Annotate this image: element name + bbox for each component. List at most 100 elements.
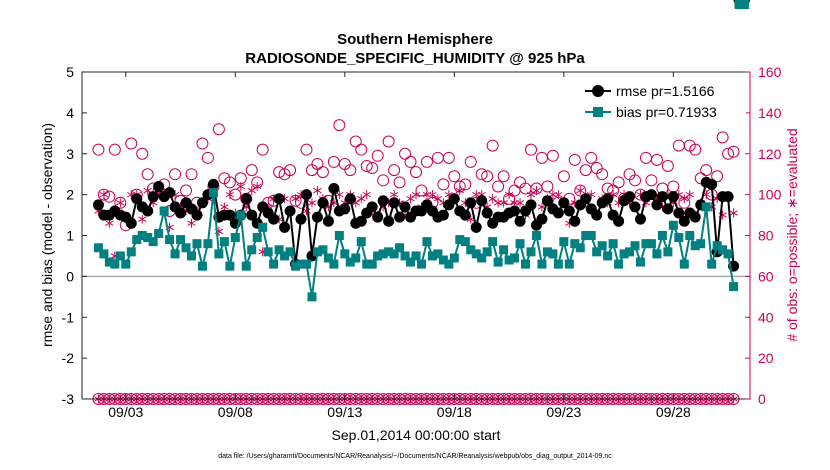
evaluated-obs-marker	[515, 198, 525, 208]
rmse-point	[175, 207, 187, 219]
possible-obs-marker	[349, 135, 362, 148]
bias-point	[296, 259, 306, 269]
bias-point	[696, 239, 706, 249]
bias-point	[526, 247, 536, 257]
bias-point	[455, 235, 465, 245]
rmse-point	[142, 205, 154, 217]
rmse-point	[399, 201, 411, 213]
possible-obs-marker	[585, 151, 598, 164]
asterisk-stroke	[554, 191, 563, 198]
bias-point	[581, 231, 591, 240]
rmse-point	[322, 215, 334, 227]
rmse-point	[300, 189, 312, 201]
bias-point	[148, 237, 158, 247]
bias-point	[515, 239, 525, 249]
rmse-point	[722, 191, 734, 203]
y-tick-label-right: 100	[758, 187, 782, 203]
rmse-point	[355, 215, 367, 227]
possible-obs-marker	[371, 149, 384, 162]
bias-point	[236, 210, 246, 220]
asterisk-stroke	[313, 187, 322, 194]
rmse-point	[153, 180, 165, 192]
bias-point	[597, 241, 607, 251]
bias-series	[93, 0, 750, 302]
possible-obs-marker	[541, 180, 554, 193]
asterisk-stroke	[406, 196, 415, 202]
y-tick-label-right: 120	[758, 146, 782, 162]
asterisk-stroke	[729, 210, 738, 216]
bias-point	[652, 249, 662, 259]
rmse-point	[388, 197, 400, 209]
rmse-point	[240, 193, 252, 205]
possible-obs-marker	[722, 147, 735, 160]
rmse-point	[558, 197, 570, 209]
possible-obs-marker	[92, 143, 105, 156]
rmse-point	[448, 193, 460, 205]
bias-point	[121, 259, 131, 269]
bias-point	[718, 245, 728, 255]
rmse-point	[591, 209, 603, 221]
possible-obs-marker	[727, 145, 740, 158]
y-tick-label-right: 0	[758, 391, 766, 407]
legend-rmse-label: rmse pr=1.5166	[616, 83, 715, 99]
possible-obs-marker	[410, 166, 422, 179]
bias-point	[356, 237, 366, 247]
bias-point	[537, 259, 547, 269]
x-axis: 09/03 09/08 09/13 09/18 09/23 09/28	[108, 72, 691, 420]
possible-obs-marker	[114, 196, 127, 209]
asterisk-stroke	[138, 216, 147, 222]
y-tick-label-right: 20	[758, 350, 774, 366]
x-tick-label: 09/13	[327, 404, 362, 420]
possible-obs-marker	[223, 176, 236, 189]
possible-obs-marker	[212, 123, 225, 136]
rmse-point	[191, 209, 203, 221]
rmse-point	[470, 221, 482, 233]
bias-point	[542, 247, 552, 257]
possible-obs-marker	[574, 184, 587, 197]
legend-bias-marker	[593, 107, 603, 117]
bias-point	[433, 249, 443, 259]
rmse-point	[667, 191, 679, 203]
rmse-point	[465, 197, 477, 209]
bias-point	[548, 249, 558, 259]
asterisk-stroke	[357, 196, 366, 202]
rmse-point	[372, 211, 384, 223]
possible-obs-marker	[645, 174, 658, 187]
possible-obs-marker	[169, 168, 182, 181]
possible-obs-marker	[180, 184, 193, 197]
bias-point	[460, 237, 470, 247]
bias-point	[165, 235, 175, 245]
bias-point	[646, 239, 656, 249]
bias-point	[110, 259, 120, 269]
bias-point	[225, 261, 235, 271]
possible-obs-marker	[399, 147, 412, 160]
bias-point	[701, 202, 711, 212]
possible-obs-marker	[284, 164, 297, 177]
bias-point	[312, 247, 322, 257]
data-file-footnote: data file: /Users/gharamti/Documents/NCA…	[218, 453, 612, 460]
bias-point	[400, 251, 410, 261]
bias-point	[241, 261, 251, 271]
bias-point	[93, 243, 103, 253]
possible-obs-marker	[492, 180, 505, 193]
bias-point	[427, 251, 437, 261]
rmse-point	[311, 211, 323, 223]
possible-obs-marker	[355, 143, 368, 156]
possible-obs-marker	[464, 155, 477, 168]
possible-obs-marker	[141, 168, 154, 181]
evaluated-obs-marker	[554, 190, 563, 200]
evaluated-obs-marker	[247, 186, 256, 196]
possible-obs-marker	[388, 164, 401, 177]
rmse-point	[689, 211, 701, 223]
rmse-point	[125, 217, 137, 229]
y-tick-label-right: 140	[758, 105, 782, 121]
possible-obs-marker	[711, 170, 724, 183]
y-tick-label-right: 60	[758, 268, 774, 284]
possible-obs-marker	[344, 164, 357, 177]
possible-obs-marker	[136, 147, 149, 160]
bias-point	[521, 259, 531, 269]
evaluated-obs-marker	[307, 198, 317, 208]
rmse-point	[147, 191, 159, 203]
rmse-point	[207, 178, 219, 190]
rmse-point	[656, 191, 668, 203]
